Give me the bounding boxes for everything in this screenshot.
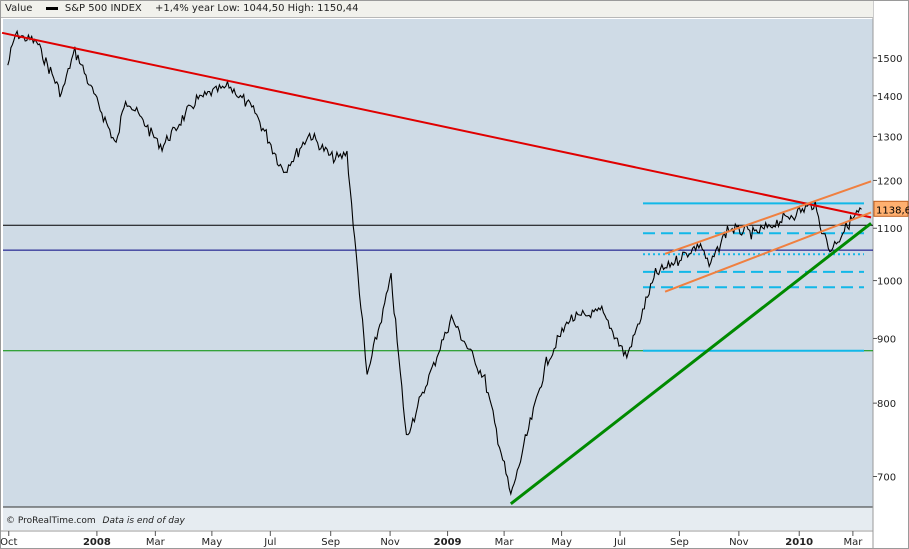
footer-copyright: © ProRealTime.com [6, 516, 96, 526]
legend-line-swatch [45, 6, 58, 10]
x-tick-label: 2009 [434, 537, 462, 548]
channel-upper-line [664, 180, 872, 255]
y-tick-label: 1100 [877, 224, 902, 235]
y-tick-label: 1300 [877, 132, 902, 143]
legend-stats: +1,4% year Low: 1044,50 High: 1150,44 [154, 3, 359, 14]
y-tick-label: 1500 [877, 54, 902, 65]
uptrend-support-line [509, 222, 873, 506]
y-tick-label: 900 [877, 334, 896, 345]
x-tick-label: May [551, 537, 572, 548]
chart-legend: Value S&P 500 INDEX +1,4% year Low: 1044… [1, 1, 873, 18]
plot-footer-band [3, 507, 873, 530]
x-tick-label: Nov [729, 537, 749, 548]
x-tick-label: May [202, 537, 223, 548]
current-price-tag [873, 200, 909, 217]
long-downtrend-line [1, 31, 872, 219]
x-tick-label: 2008 [83, 537, 111, 548]
price-series-line [7, 29, 862, 496]
plot-area [3, 19, 873, 513]
x-tick-label: Mar [495, 537, 515, 548]
x-tick-label: Sep [670, 537, 689, 548]
channel-lower-line [664, 211, 872, 293]
x-tick-label: Oct [0, 537, 17, 548]
x-tick-label: Mar [146, 537, 166, 548]
legend-value-label: Value [5, 3, 33, 14]
y-tick-label: 1200 [877, 176, 902, 187]
x-tick-label: Jul [263, 537, 276, 548]
x-tick-label: Mar [843, 537, 863, 548]
y-tick-label: 1000 [877, 277, 902, 288]
y-tick-label: 1400 [877, 92, 902, 103]
footer-watermark: © ProRealTime.com Data is end of day [6, 516, 185, 526]
x-tick-label: Jul [613, 537, 626, 548]
footer-note: Data is end of day [102, 516, 185, 526]
y-tick-label: 800 [877, 399, 896, 410]
legend-series-name: S&P 500 INDEX [64, 3, 142, 14]
current-price-label: 1138,6 [876, 205, 909, 216]
x-tick-label: Nov [380, 537, 400, 548]
x-tick-label: Sep [321, 537, 340, 548]
y-tick-label: 700 [877, 473, 896, 484]
x-tick-label: 2010 [785, 537, 813, 548]
